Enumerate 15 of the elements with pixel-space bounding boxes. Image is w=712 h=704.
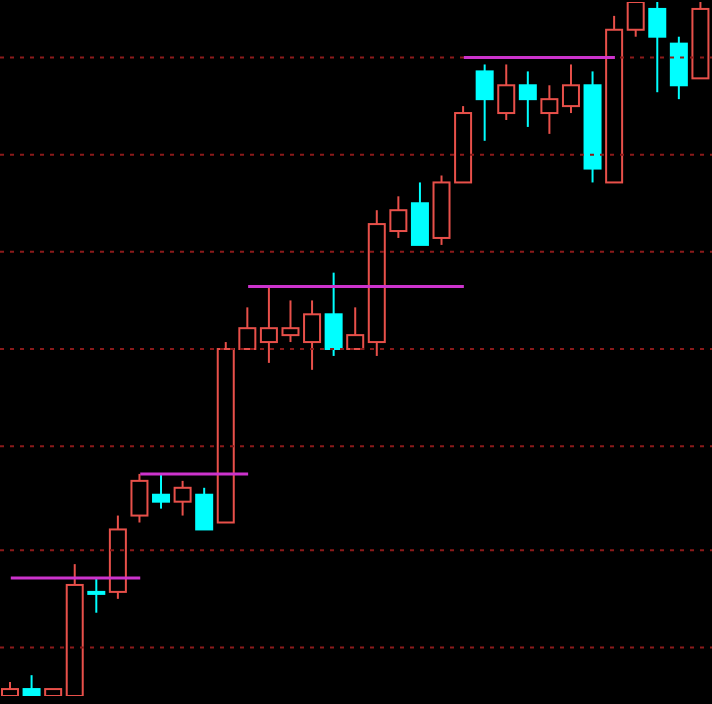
candlestick: [324, 271, 343, 357]
candlestick: [195, 486, 214, 531]
candlestick: [303, 299, 322, 371]
candlestick: [130, 472, 149, 524]
candlestick: [152, 472, 171, 510]
candlestick: [648, 2, 667, 94]
candlestick: [540, 84, 559, 135]
candlestick: [561, 63, 580, 115]
candlestick: [497, 63, 516, 121]
candlestick: [475, 63, 494, 142]
candlestick: [346, 306, 365, 350]
candlestick: [518, 70, 537, 128]
candlestick: [173, 479, 192, 517]
candlestick: [669, 35, 688, 101]
candlestick: [410, 181, 429, 246]
